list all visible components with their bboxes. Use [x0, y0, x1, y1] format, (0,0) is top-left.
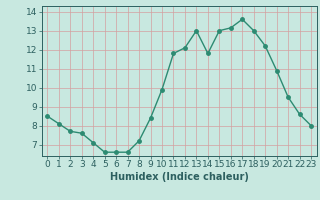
X-axis label: Humidex (Indice chaleur): Humidex (Indice chaleur): [110, 172, 249, 182]
